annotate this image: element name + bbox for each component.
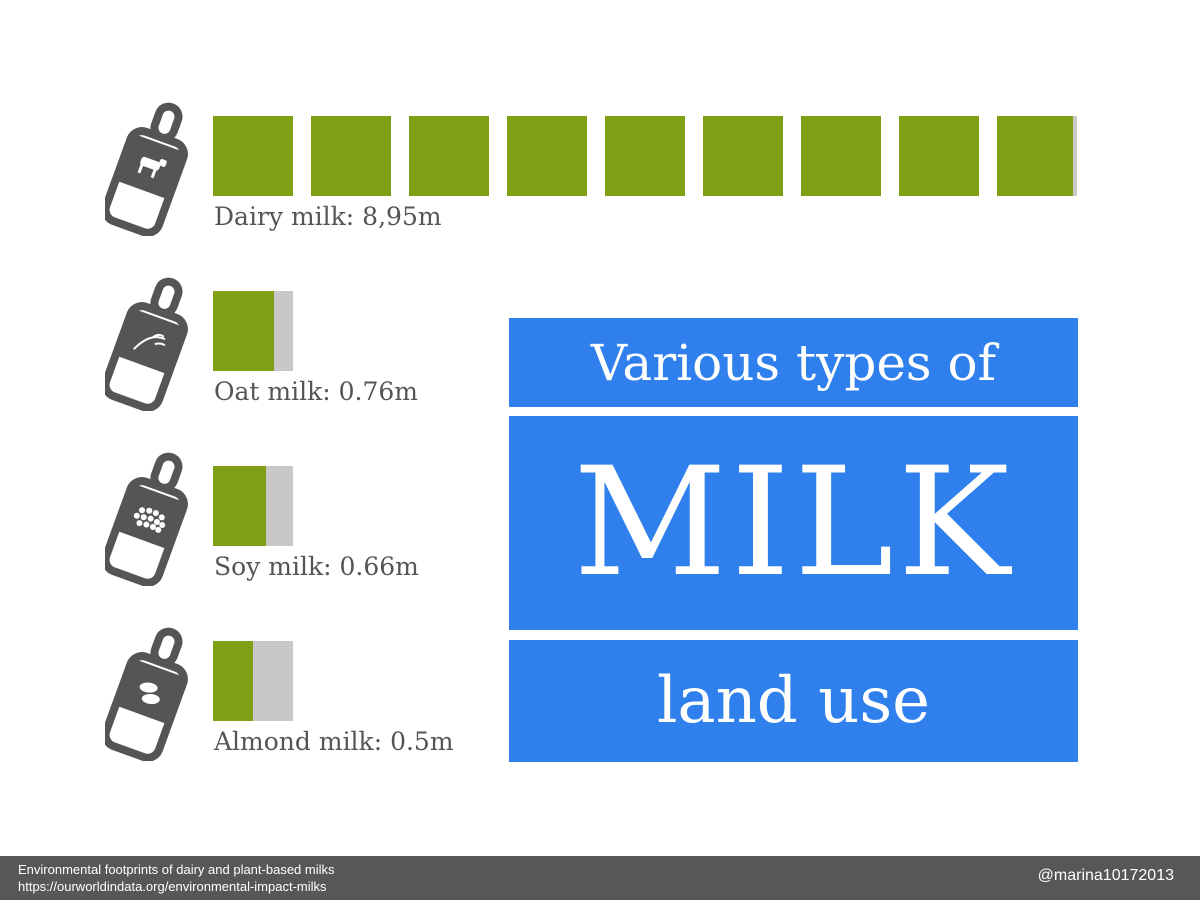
unit-square-fill: [899, 116, 979, 196]
unit-square-fill: [605, 116, 685, 196]
almond-milk-label: Almond milk: 0.5m: [214, 727, 454, 756]
dairy-milk-label: Dairy milk: 8,95m: [214, 202, 442, 231]
unit-square-fill: [213, 641, 253, 721]
unit-square: [213, 116, 293, 196]
unit-square: [899, 116, 979, 196]
unit-square: [213, 641, 293, 721]
title-line-3: land use: [509, 640, 1078, 762]
oat-bottle-icon: [105, 277, 188, 411]
unit-square: [311, 116, 391, 196]
title-main: MILK: [509, 416, 1078, 630]
unit-square: [213, 466, 293, 546]
credit: @marina10172013: [1037, 867, 1174, 884]
dairy-bottle-icon: [105, 102, 188, 236]
unit-square-fill: [213, 116, 293, 196]
cow-icon: [137, 156, 167, 179]
footer: Environmental footprints of dairy and pl…: [0, 856, 1200, 900]
oat-icon: [133, 333, 166, 350]
unit-square: [507, 116, 587, 196]
soy-bottle-icon: [105, 452, 188, 586]
unit-square: [213, 291, 293, 371]
unit-square-fill: [703, 116, 783, 196]
unit-square-fill: [213, 466, 266, 546]
unit-square-fill: [311, 116, 391, 196]
unit-square-fill: [507, 116, 587, 196]
source-block: Environmental footprints of dairy and pl…: [18, 861, 335, 895]
unit-square-fill: [997, 116, 1073, 196]
unit-square: [801, 116, 881, 196]
unit-square-fill: [801, 116, 881, 196]
soybean-icon: [133, 507, 166, 533]
unit-square-fill: [409, 116, 489, 196]
source-url: https://ourworldindata.org/environmental…: [18, 879, 327, 894]
almond-icon: [139, 682, 160, 705]
title-line-1: Various types of: [509, 318, 1078, 407]
unit-square: [605, 116, 685, 196]
unit-square: [997, 116, 1077, 196]
unit-square: [703, 116, 783, 196]
almond-bottle-icon: [105, 627, 188, 761]
soy-milk-label: Soy milk: 0.66m: [214, 552, 419, 581]
oat-milk-label: Oat milk: 0.76m: [214, 377, 418, 406]
unit-square: [409, 116, 489, 196]
unit-square-fill: [213, 291, 274, 371]
source-title: Environmental footprints of dairy and pl…: [18, 862, 335, 877]
